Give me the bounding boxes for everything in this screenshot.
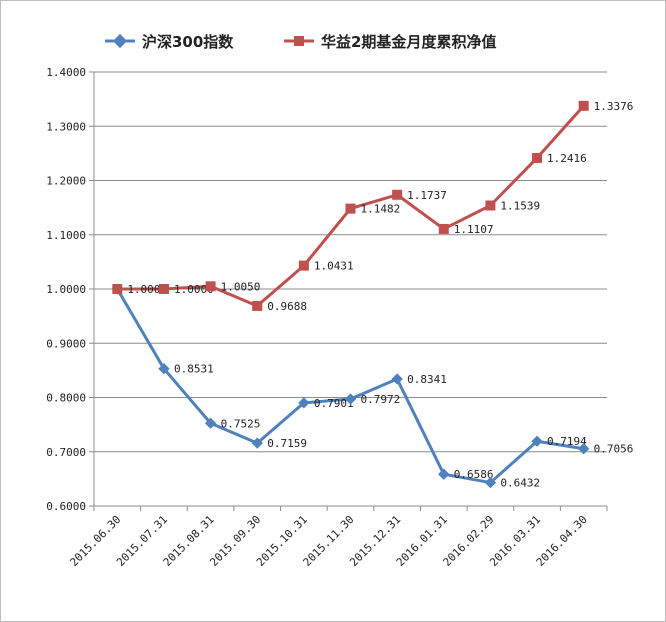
legend: 沪深300指数 华益2期基金月度累积净值 [105, 33, 496, 51]
data-label: 0.7159 [267, 437, 307, 450]
series-hs300: 0.8531 0.7525 0.7159 0.7901 0.7972 0.8341 0.65… [111, 283, 634, 490]
data-point [344, 393, 357, 405]
data-point [532, 152, 543, 163]
series-group: 0.8531 0.7525 0.7159 0.7901 0.7972 0.8341 0.65… [111, 100, 634, 490]
data-point [252, 300, 263, 311]
data-label: 0.6586 [454, 468, 494, 481]
data-label: 1.1107 [454, 223, 494, 236]
data-point [531, 435, 543, 447]
y-tick-label: 1.4000 [46, 66, 86, 79]
data-point [485, 200, 496, 211]
series-fund: 1.0000 1.0000 1.0050 0.9688 1.0431 1.1482 1.17… [112, 100, 633, 313]
data-label: 1.0050 [221, 280, 261, 293]
data-label: 0.7901 [314, 397, 354, 410]
data-point [112, 284, 123, 294]
data-label: 1.1482 [361, 203, 401, 216]
y-axis-ticks: 0.6000 0.7000 0.8000 0.9000 1.0000 1.1000 1.20… [46, 66, 94, 513]
legend-label-fund: 华益2期基金月度累积净值 [321, 33, 496, 51]
data-label: 1.1737 [407, 189, 447, 202]
y-tick-label: 0.8000 [46, 392, 86, 405]
data-label: 0.8531 [174, 363, 214, 376]
gridlines [94, 71, 607, 453]
data-point [345, 203, 356, 214]
data-label: 1.0000 [174, 283, 214, 296]
legend-label-hs300: 沪深300指数 [142, 33, 234, 51]
data-label: 0.7056 [594, 443, 634, 456]
data-point [578, 100, 589, 111]
y-tick-label: 1.1000 [46, 229, 86, 242]
data-label: 0.7972 [361, 393, 401, 406]
axes [93, 72, 607, 507]
data-point [205, 281, 216, 292]
data-label: 0.7525 [221, 417, 261, 430]
legend-marker-fund [294, 36, 304, 46]
data-point [392, 189, 403, 200]
series-line [116, 288, 584, 485]
data-label: 1.3376 [594, 100, 634, 113]
y-tick-label: 0.6000 [46, 500, 86, 513]
y-tick-label: 1.0000 [46, 283, 86, 296]
data-point [391, 373, 403, 385]
data-label: 0.6432 [500, 477, 540, 490]
data-label: 0.8341 [407, 373, 447, 386]
data-label: 0.9688 [267, 300, 307, 313]
y-tick-label: 1.2000 [46, 175, 86, 188]
data-point [298, 397, 310, 409]
data-label: 1.1539 [500, 200, 540, 213]
data-point [298, 260, 309, 271]
data-label: 1.0431 [314, 260, 354, 273]
data-point [438, 223, 449, 234]
data-point [204, 417, 217, 429]
data-label: 0.7194 [547, 435, 587, 448]
data-point [158, 284, 169, 294]
data-point [438, 468, 450, 480]
y-tick-label: 1.3000 [46, 120, 86, 133]
y-tick-label: 0.9000 [46, 337, 86, 350]
data-point [158, 363, 170, 375]
data-point [578, 443, 590, 455]
data-label: 1.2416 [547, 152, 587, 165]
x-axis-ticks: 2015.06.302015.07.312015.08.312015.09.30… [67, 506, 608, 569]
legend-marker-hs300 [112, 33, 128, 49]
data-label: 1.0000 [127, 283, 167, 296]
y-tick-label: 0.7000 [46, 446, 86, 459]
data-point [484, 476, 497, 489]
